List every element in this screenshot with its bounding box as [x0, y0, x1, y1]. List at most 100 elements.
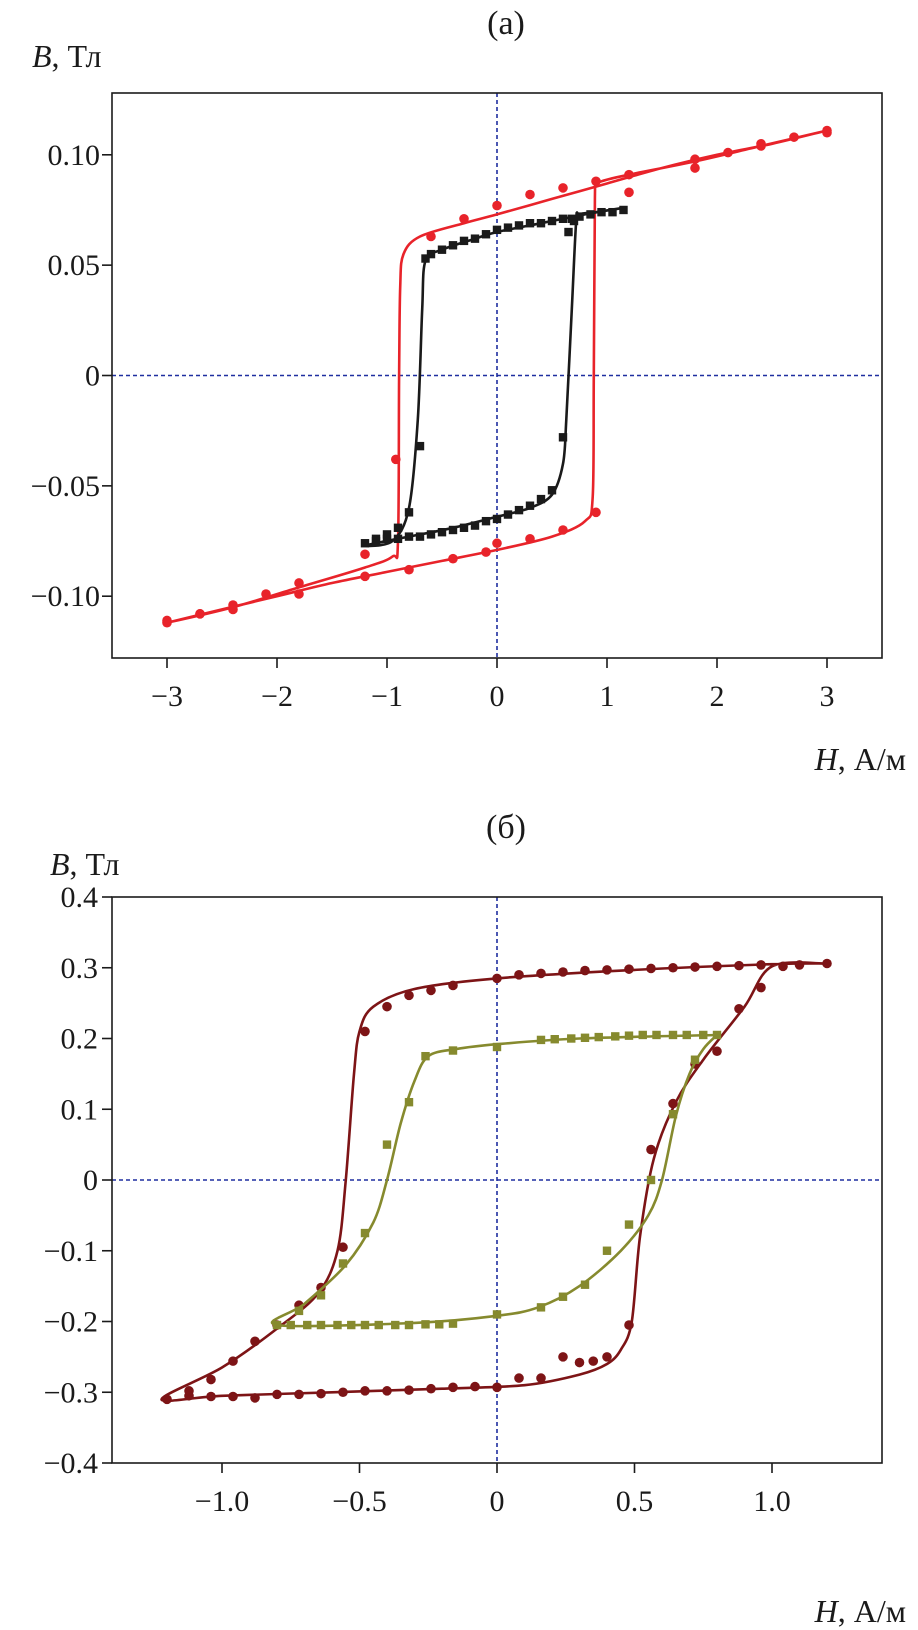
data-point-circle	[338, 1387, 348, 1398]
x-tick-label: −1.0	[195, 1485, 249, 1518]
data-point-circle	[448, 980, 458, 991]
x-tick-label: 0	[490, 1485, 505, 1518]
x-tick-label: 3	[820, 680, 835, 713]
x-tick-label: −3	[151, 680, 183, 713]
data-point-circle	[391, 454, 401, 465]
x-tick-label: −2	[261, 680, 293, 713]
series-1	[162, 125, 832, 628]
y-tick-label: −0.10	[31, 580, 100, 613]
data-point-circle	[794, 960, 805, 970]
x-tick-label: −0.5	[332, 1485, 386, 1518]
data-point-square	[558, 214, 568, 224]
data-point-circle	[294, 589, 304, 599]
data-point-square	[690, 1055, 700, 1064]
y-tick-label: 0.3	[61, 952, 99, 985]
panel-label: (a)	[487, 5, 525, 42]
data-point-square	[382, 530, 392, 539]
data-point-square	[470, 234, 480, 243]
data-point-square	[567, 1034, 576, 1043]
data-point-circle	[558, 967, 568, 977]
data-point-square	[426, 249, 436, 259]
data-point-square	[404, 508, 414, 517]
data-point-circle	[536, 968, 546, 979]
x-tick-label: 1	[600, 680, 615, 713]
data-point-square	[437, 527, 447, 537]
data-point-circle	[195, 609, 205, 619]
y-tick-label: 0.4	[61, 881, 99, 914]
data-point-circle	[514, 1373, 524, 1383]
data-point-circle	[228, 604, 238, 615]
data-point-square	[580, 1280, 590, 1289]
data-point-circle	[588, 1356, 599, 1366]
data-point-circle	[316, 1388, 326, 1399]
data-point-square	[374, 1320, 383, 1330]
data-point-circle	[624, 169, 634, 180]
data-point-circle	[448, 553, 458, 564]
data-point-circle	[624, 1320, 634, 1330]
data-point-circle	[360, 571, 370, 582]
data-point-square	[316, 1320, 326, 1330]
x-axis-label-symbol: H	[814, 1593, 840, 1629]
data-point-circle	[338, 1242, 348, 1253]
data-point-circle	[228, 1356, 238, 1366]
data-point-square	[492, 225, 502, 235]
data-point-circle	[789, 132, 799, 142]
data-point-square	[602, 1246, 612, 1255]
data-point-square	[712, 1030, 722, 1040]
data-point-circle	[602, 965, 612, 975]
y-tick-label: 0.10	[48, 139, 101, 172]
data-point-circle	[734, 1003, 744, 1014]
data-point-square	[536, 494, 546, 504]
chart-panel-b: (б) B, Тл H, А/м −1.0 −0.5 0 0.5 1.0 0.4 0.3 0.…	[44, 809, 906, 1629]
data-point-circle	[690, 163, 700, 173]
data-point-square	[459, 523, 469, 532]
data-point-square	[470, 521, 480, 530]
x-tick-label: 0	[490, 680, 505, 713]
data-point-square	[415, 441, 425, 451]
data-point-circle	[712, 1046, 722, 1057]
data-point-square	[525, 219, 535, 228]
data-point-circle	[459, 214, 469, 224]
data-point-circle	[382, 1386, 392, 1396]
data-point-square	[316, 1291, 326, 1300]
data-point-circle	[668, 1098, 678, 1109]
data-point-circle	[492, 200, 502, 211]
data-point-circle	[646, 963, 656, 974]
series-line	[160, 961, 828, 1403]
series-2	[270, 1030, 722, 1330]
data-point-circle	[250, 1393, 260, 1403]
data-point-circle	[492, 538, 502, 549]
data-point-circle	[778, 961, 788, 972]
data-point-square	[547, 486, 557, 495]
data-point-square	[448, 1319, 458, 1328]
data-point-circle	[426, 231, 436, 242]
data-point-circle	[712, 961, 722, 972]
data-point-square	[333, 1320, 342, 1330]
data-point-square	[338, 1259, 348, 1268]
data-point-circle	[580, 965, 590, 976]
data-point-circle	[261, 589, 271, 599]
data-point-square	[503, 223, 513, 232]
data-point-circle	[470, 1381, 480, 1392]
data-point-circle	[294, 578, 304, 588]
x-axis-label-unit: , А/м	[838, 1593, 906, 1629]
y-tick-label: −0.3	[44, 1376, 98, 1409]
data-point-square	[575, 212, 584, 221]
x-axis-label-unit: , А/м	[838, 741, 906, 777]
data-point-circle	[294, 1389, 304, 1400]
x-tick-label: 0.5	[616, 1485, 654, 1518]
data-point-circle	[624, 187, 634, 198]
data-point-square	[426, 530, 436, 539]
data-point-square	[547, 216, 557, 226]
data-point-circle	[756, 982, 766, 993]
data-point-square	[580, 1033, 590, 1042]
data-point-circle	[558, 1352, 568, 1362]
data-point-circle	[558, 183, 568, 193]
data-point-circle	[514, 970, 524, 980]
y-tick-label: 0.2	[61, 1023, 99, 1056]
y-tick-label: −0.1	[44, 1235, 98, 1268]
data-point-circle	[591, 507, 601, 518]
data-point-square	[558, 1292, 568, 1301]
data-point-square	[611, 1032, 620, 1041]
y-axis-label-symbol: B	[50, 846, 70, 882]
